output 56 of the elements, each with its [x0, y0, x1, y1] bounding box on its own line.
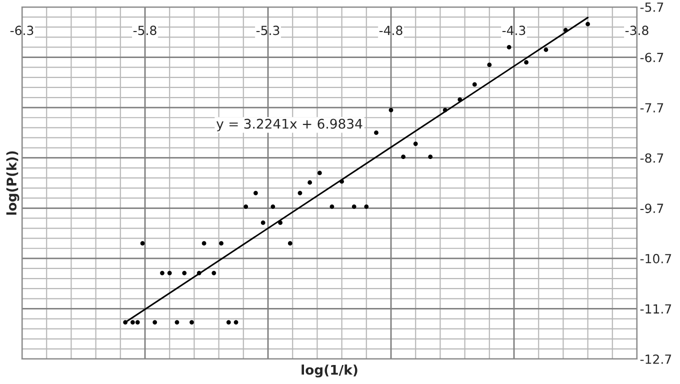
y-tick-label: -6.7: [640, 52, 664, 62]
point: [428, 154, 433, 160]
point: [544, 48, 548, 52]
point: [374, 130, 378, 135]
point: [234, 320, 238, 324]
point: [167, 270, 172, 276]
point: [190, 320, 194, 324]
point: [254, 190, 258, 196]
x-tick-label: -3.8: [625, 26, 648, 36]
point: [130, 320, 135, 324]
point: [226, 320, 231, 324]
point: [174, 320, 180, 324]
point: [140, 241, 145, 246]
point: [152, 320, 158, 324]
point: [563, 28, 568, 32]
point: [219, 241, 224, 246]
point: [586, 22, 590, 26]
point: [260, 220, 266, 225]
point: [458, 97, 462, 102]
point: [135, 320, 140, 324]
annotation: y = 3.2241x + 6.9834: [216, 118, 362, 132]
y-tick-label: -10.7: [640, 254, 672, 264]
point: [202, 241, 206, 246]
point: [472, 82, 477, 87]
point: [196, 270, 202, 276]
point: [160, 270, 164, 276]
point: [487, 62, 492, 68]
y-tick-label: -5.7: [640, 2, 664, 12]
point: [506, 45, 512, 50]
point: [212, 270, 216, 276]
point: [352, 204, 356, 209]
point: [388, 108, 394, 112]
point: [308, 180, 312, 185]
point: [270, 204, 276, 209]
y-tick-label: -11.7: [640, 304, 672, 314]
y-tick-label: -12.7: [640, 354, 672, 364]
point: [524, 60, 528, 65]
point: [278, 220, 282, 225]
x-axis-title: log(1/k): [302, 364, 358, 378]
y-axis-title: log(P(k)): [6, 151, 20, 215]
point: [317, 170, 322, 176]
y-tick-label: -8.7: [640, 153, 664, 163]
y-tick-label: -9.7: [640, 204, 664, 214]
point: [364, 204, 369, 209]
y-tick-label: -7.7: [640, 103, 664, 112]
point: [401, 154, 406, 160]
x-tick-label: -6.3: [10, 26, 34, 36]
point: [340, 179, 344, 184]
point: [413, 142, 418, 146]
point: [442, 108, 448, 112]
point: [288, 241, 292, 246]
point: [182, 270, 187, 276]
point: [244, 204, 248, 209]
point: [298, 190, 302, 196]
point: [330, 204, 334, 209]
point: [123, 320, 128, 324]
